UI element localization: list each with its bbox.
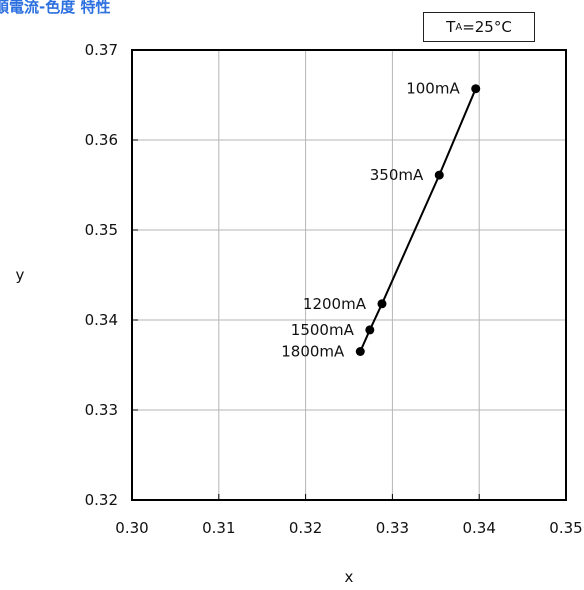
y-tick-label: 0.34 [85, 311, 118, 329]
x-tick-label: 0.31 [202, 519, 235, 537]
annotation-t: T [446, 18, 456, 36]
x-tick-label: 0.35 [549, 519, 582, 537]
y-tick-label: 0.32 [85, 491, 118, 509]
x-axis-ticks: 0.30 0.31 0.32 0.33 0.34 0.35 [115, 494, 583, 537]
y-tick-label: 0.33 [85, 401, 118, 419]
annotation-sub: A [455, 21, 463, 33]
y-axis-ticks: 0.32 0.33 0.34 0.35 0.36 0.37 [85, 41, 138, 509]
annotation-temp: =25°C [462, 18, 512, 36]
point-label: 350mA [370, 166, 424, 184]
x-tick-label: 0.34 [462, 519, 495, 537]
point-labels: 100mA 350mA 1200mA 1500mA 1800mA [281, 80, 460, 361]
x-tick-label: 0.30 [115, 519, 148, 537]
x-tick-label: 0.33 [376, 519, 409, 537]
x-axis-label: x [345, 568, 354, 586]
plot-frame [131, 49, 567, 501]
x-tick-label: 0.32 [289, 519, 322, 537]
series-line [359, 88, 477, 352]
data-points [355, 84, 481, 356]
data-point [377, 299, 387, 309]
chart-title: 順電流-色度 特性 [0, 0, 111, 16]
point-label: 100mA [406, 80, 460, 98]
data-point [355, 347, 365, 356]
grid-lines [132, 50, 566, 500]
temperature-annotation: T A =25°C [423, 12, 535, 42]
y-tick-label: 0.35 [85, 221, 118, 239]
point-label: 1500mA [291, 321, 355, 339]
y-tick-label: 0.36 [85, 131, 118, 149]
data-point [365, 325, 375, 335]
y-tick-label: 0.37 [85, 41, 118, 59]
point-label: 1200mA [303, 295, 367, 313]
data-point [434, 170, 444, 180]
point-label: 1800mA [281, 343, 345, 361]
data-point [471, 84, 481, 94]
y-axis-label: y [16, 266, 25, 284]
